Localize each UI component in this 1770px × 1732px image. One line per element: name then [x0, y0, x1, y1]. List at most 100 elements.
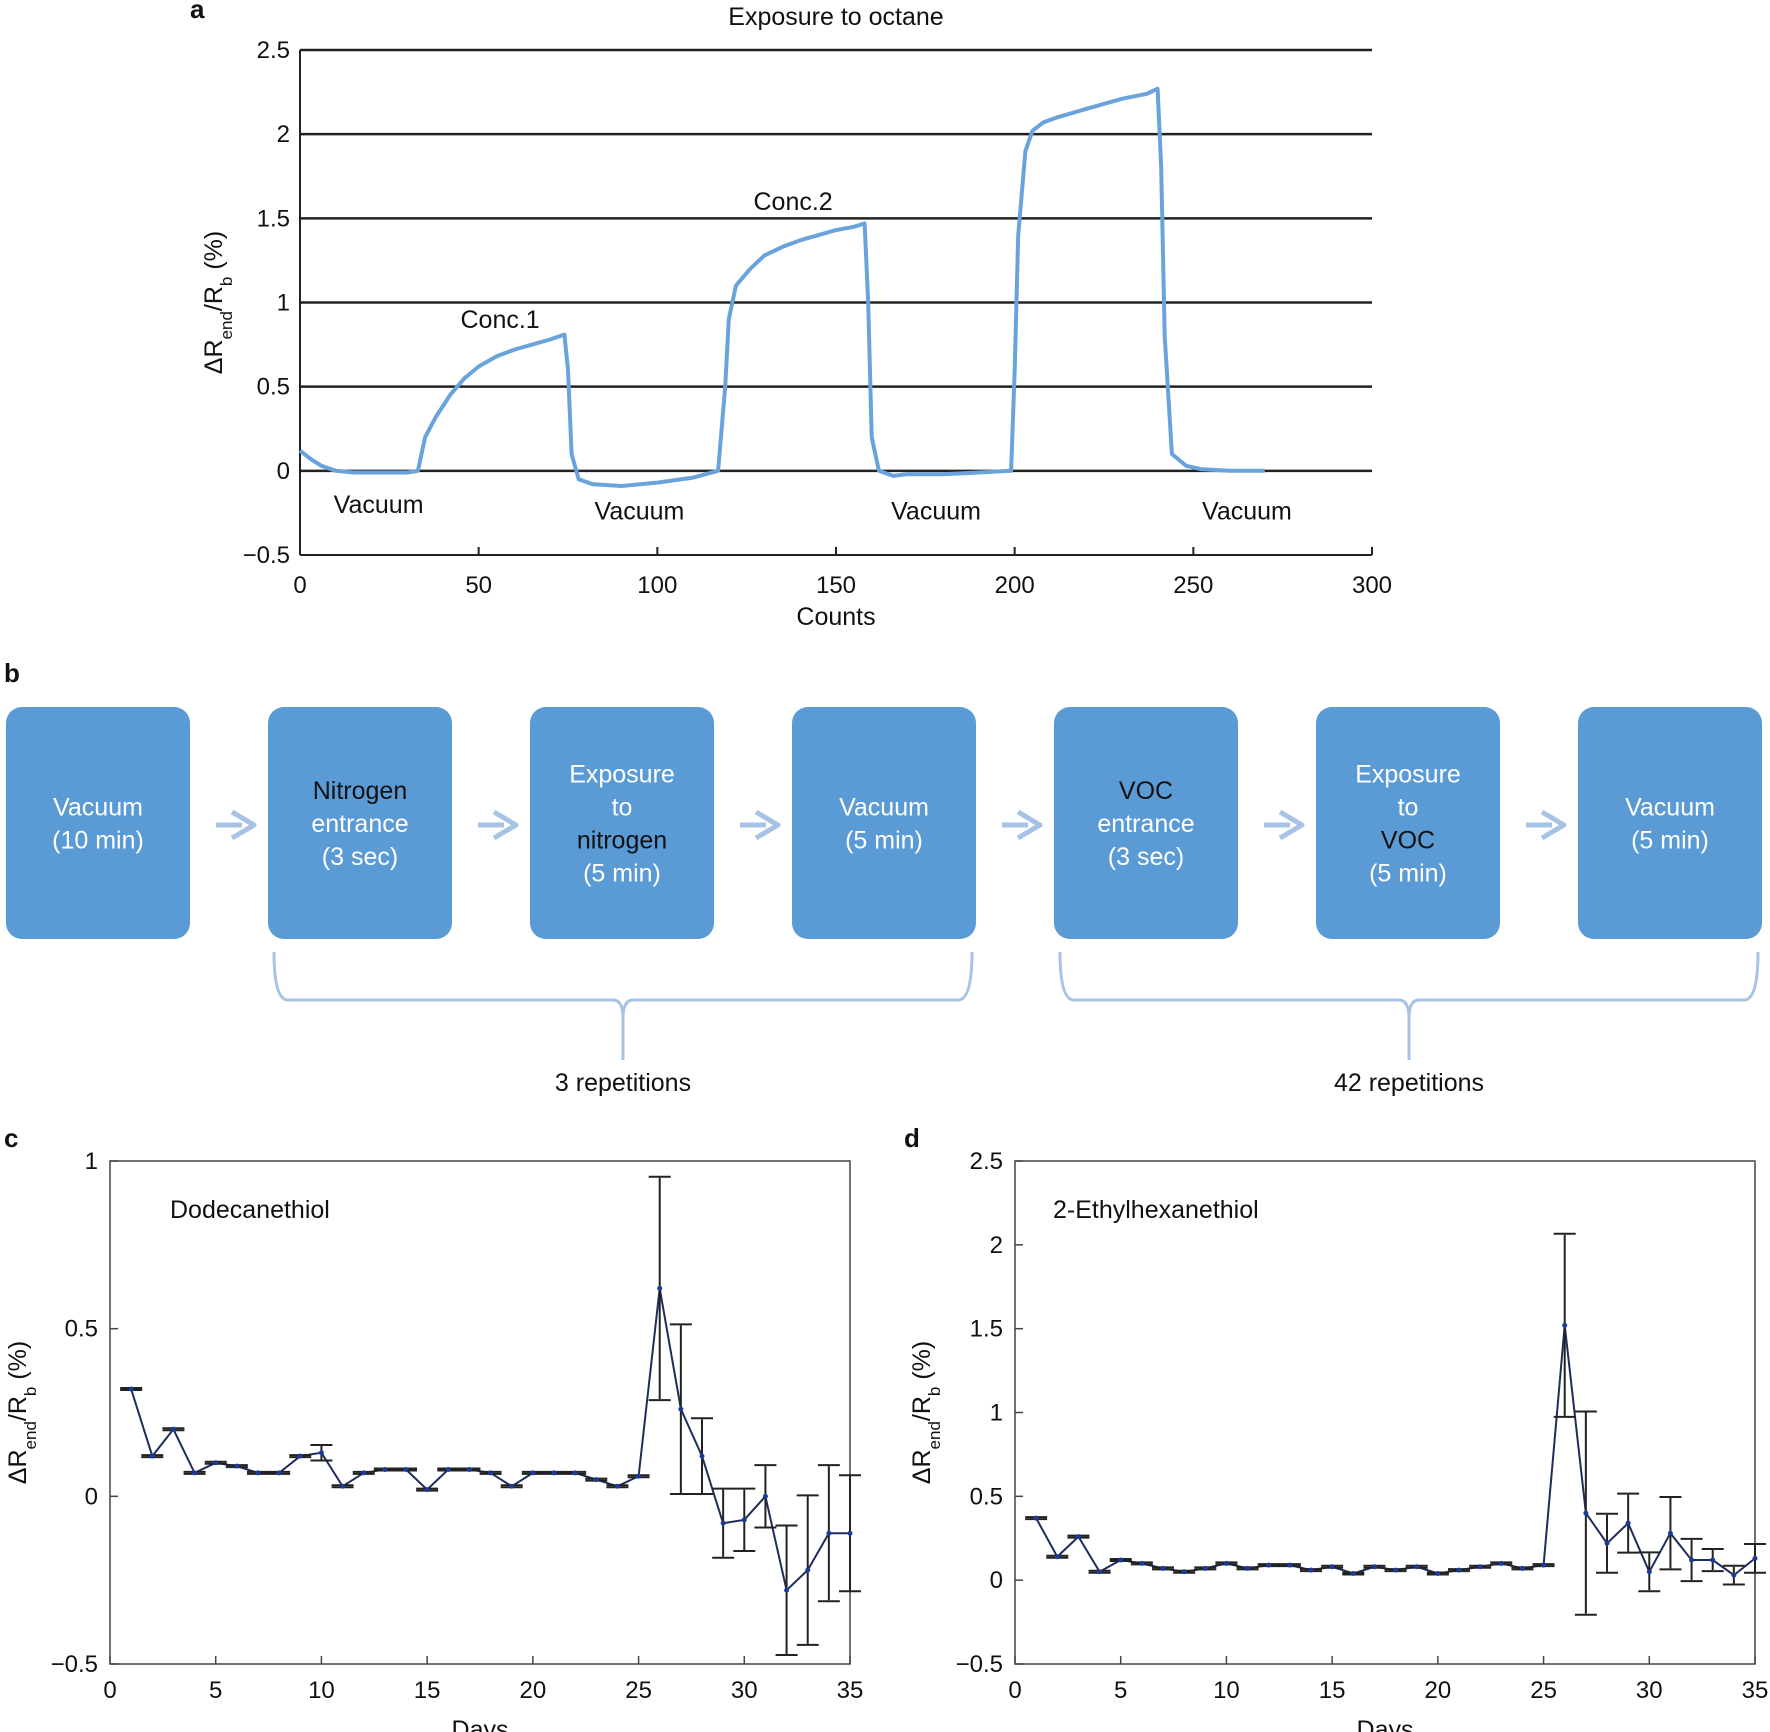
a-annotation: Vacuum [891, 498, 981, 526]
flow-step-text: entrance [311, 810, 408, 838]
d-data-point [1414, 1564, 1420, 1570]
c-ytick-label: 0 [85, 1483, 98, 1510]
d-xtick-label: 35 [1742, 1677, 1769, 1704]
flow-arrow-head [1016, 809, 1043, 841]
a-series-line [298, 86, 1265, 488]
d-ylabel-sub1: end [925, 1421, 944, 1449]
repetition-brace [272, 951, 974, 1060]
a-annotation: Conc.2 [754, 188, 833, 216]
d-ytick-label: 2.5 [970, 1148, 1003, 1175]
a-xtick-label: 300 [1352, 572, 1392, 599]
c-data-point [847, 1530, 853, 1536]
a-ylabel: ΔRend/Rb (%) [200, 231, 236, 374]
c-data-point [784, 1587, 790, 1593]
d-data-point [1139, 1560, 1145, 1566]
c-ylabel: ΔRend/Rb (%) [4, 1341, 40, 1484]
d-data-point [1223, 1560, 1229, 1566]
c-data-point [255, 1470, 261, 1476]
c-data-point [170, 1426, 176, 1432]
c-series-line [130, 1288, 850, 1593]
flow-step-text: nitrogen [577, 827, 667, 855]
a-xlabel: Counts [796, 603, 875, 631]
c-data-point [636, 1473, 642, 1479]
flow-step-text: (5 min) [1631, 827, 1709, 855]
c-plot-frame [109, 1160, 851, 1665]
panel-label-d: d [904, 1123, 920, 1153]
flow-arrow-head [1540, 809, 1567, 841]
c-data-point [403, 1467, 409, 1473]
d-xtick-label: 25 [1530, 1677, 1557, 1704]
d-xtick-label: 0 [1008, 1677, 1021, 1704]
flow-step-text: (5 min) [1369, 860, 1447, 888]
d-data-point [1477, 1564, 1483, 1570]
c-ylabel-tail: (%) [4, 1341, 32, 1387]
a-ytick-label: 2 [277, 121, 290, 148]
a-annotation: Vacuum [334, 491, 424, 519]
flow-arrow-head [230, 809, 257, 841]
c-data-point [192, 1470, 198, 1476]
d-data-point [1097, 1569, 1103, 1575]
c-xtick-label: 25 [625, 1677, 652, 1704]
a-ytick-label: 1.5 [257, 205, 290, 232]
c-data-point [509, 1483, 515, 1489]
c-data-point [657, 1285, 663, 1291]
a-xtick-label: 0 [293, 572, 306, 599]
d-data-point [1350, 1570, 1356, 1576]
flow-step-text: Nitrogen [313, 777, 408, 805]
d-xtick-label: 5 [1114, 1677, 1127, 1704]
d-data-point [1456, 1567, 1462, 1573]
a-ylabel-tail: (%) [200, 231, 228, 277]
c-ytick-label: 1 [85, 1148, 98, 1175]
c-data-point [234, 1463, 240, 1469]
d-data-point [1266, 1562, 1272, 1568]
flow-step-box [1316, 707, 1500, 939]
d-data-point [1160, 1565, 1166, 1571]
d-data-point [1498, 1560, 1504, 1566]
d-data-point [1033, 1515, 1039, 1521]
flow-step-box [268, 707, 452, 939]
flow-step-box [530, 707, 714, 939]
d-data-point [1562, 1322, 1568, 1328]
a-ytick-label: 2.5 [257, 37, 290, 64]
d-xtick-label: 20 [1425, 1677, 1452, 1704]
flow-step-text: Exposure [1355, 761, 1461, 789]
c-xtick-label: 15 [414, 1677, 441, 1704]
c-xtick-label: 35 [837, 1677, 864, 1704]
a-xtick-label: 50 [465, 572, 492, 599]
d-data-point [1202, 1565, 1208, 1571]
c-xtick-label: 20 [520, 1677, 547, 1704]
c-ytick-label: 0.5 [65, 1316, 98, 1343]
c-data-point [805, 1567, 811, 1573]
d-data-point [1625, 1520, 1631, 1526]
d-data-point [1435, 1570, 1441, 1576]
flow-step-text: (3 sec) [1108, 843, 1184, 871]
a-xtick-label: 100 [637, 572, 677, 599]
d-data-point [1752, 1555, 1758, 1561]
flow-step-text: entrance [1097, 810, 1194, 838]
flow-step-text: Vacuum [1625, 794, 1715, 822]
c-xlabel: Days [452, 1716, 509, 1732]
panel-b-flowchart: Vacuum (10 min) Nitrogen entrance (3 sec) Exp… [6, 707, 1762, 1097]
d-ylabel: ΔRend/Rb (%) [908, 1341, 944, 1484]
d-data-point [1308, 1567, 1314, 1573]
flow-step-text: Exposure [569, 761, 675, 789]
panel-label-a: a [190, 0, 205, 24]
d-data-point [1075, 1534, 1081, 1540]
d-ylabel-main: ΔR [908, 1449, 936, 1484]
a-annotation: Vacuum [1202, 498, 1292, 526]
c-data-point [572, 1470, 578, 1476]
flow-step-box [792, 707, 976, 939]
d-ylabel-tail: (%) [908, 1341, 936, 1387]
c-data-point [382, 1467, 388, 1473]
a-annotation: Conc.1 [460, 306, 539, 334]
d-xtick-label: 10 [1213, 1677, 1240, 1704]
c-data-point [593, 1477, 599, 1483]
d-data-point [1287, 1562, 1293, 1568]
c-xtick-label: 0 [103, 1677, 116, 1704]
d-data-point [1393, 1567, 1399, 1573]
c-ylabel-sub2: b [21, 1387, 40, 1396]
d-ylabel-mid: /R [908, 1396, 936, 1421]
flow-arrow-head [492, 809, 519, 841]
repetition-label: 42 repetitions [1334, 1069, 1484, 1097]
